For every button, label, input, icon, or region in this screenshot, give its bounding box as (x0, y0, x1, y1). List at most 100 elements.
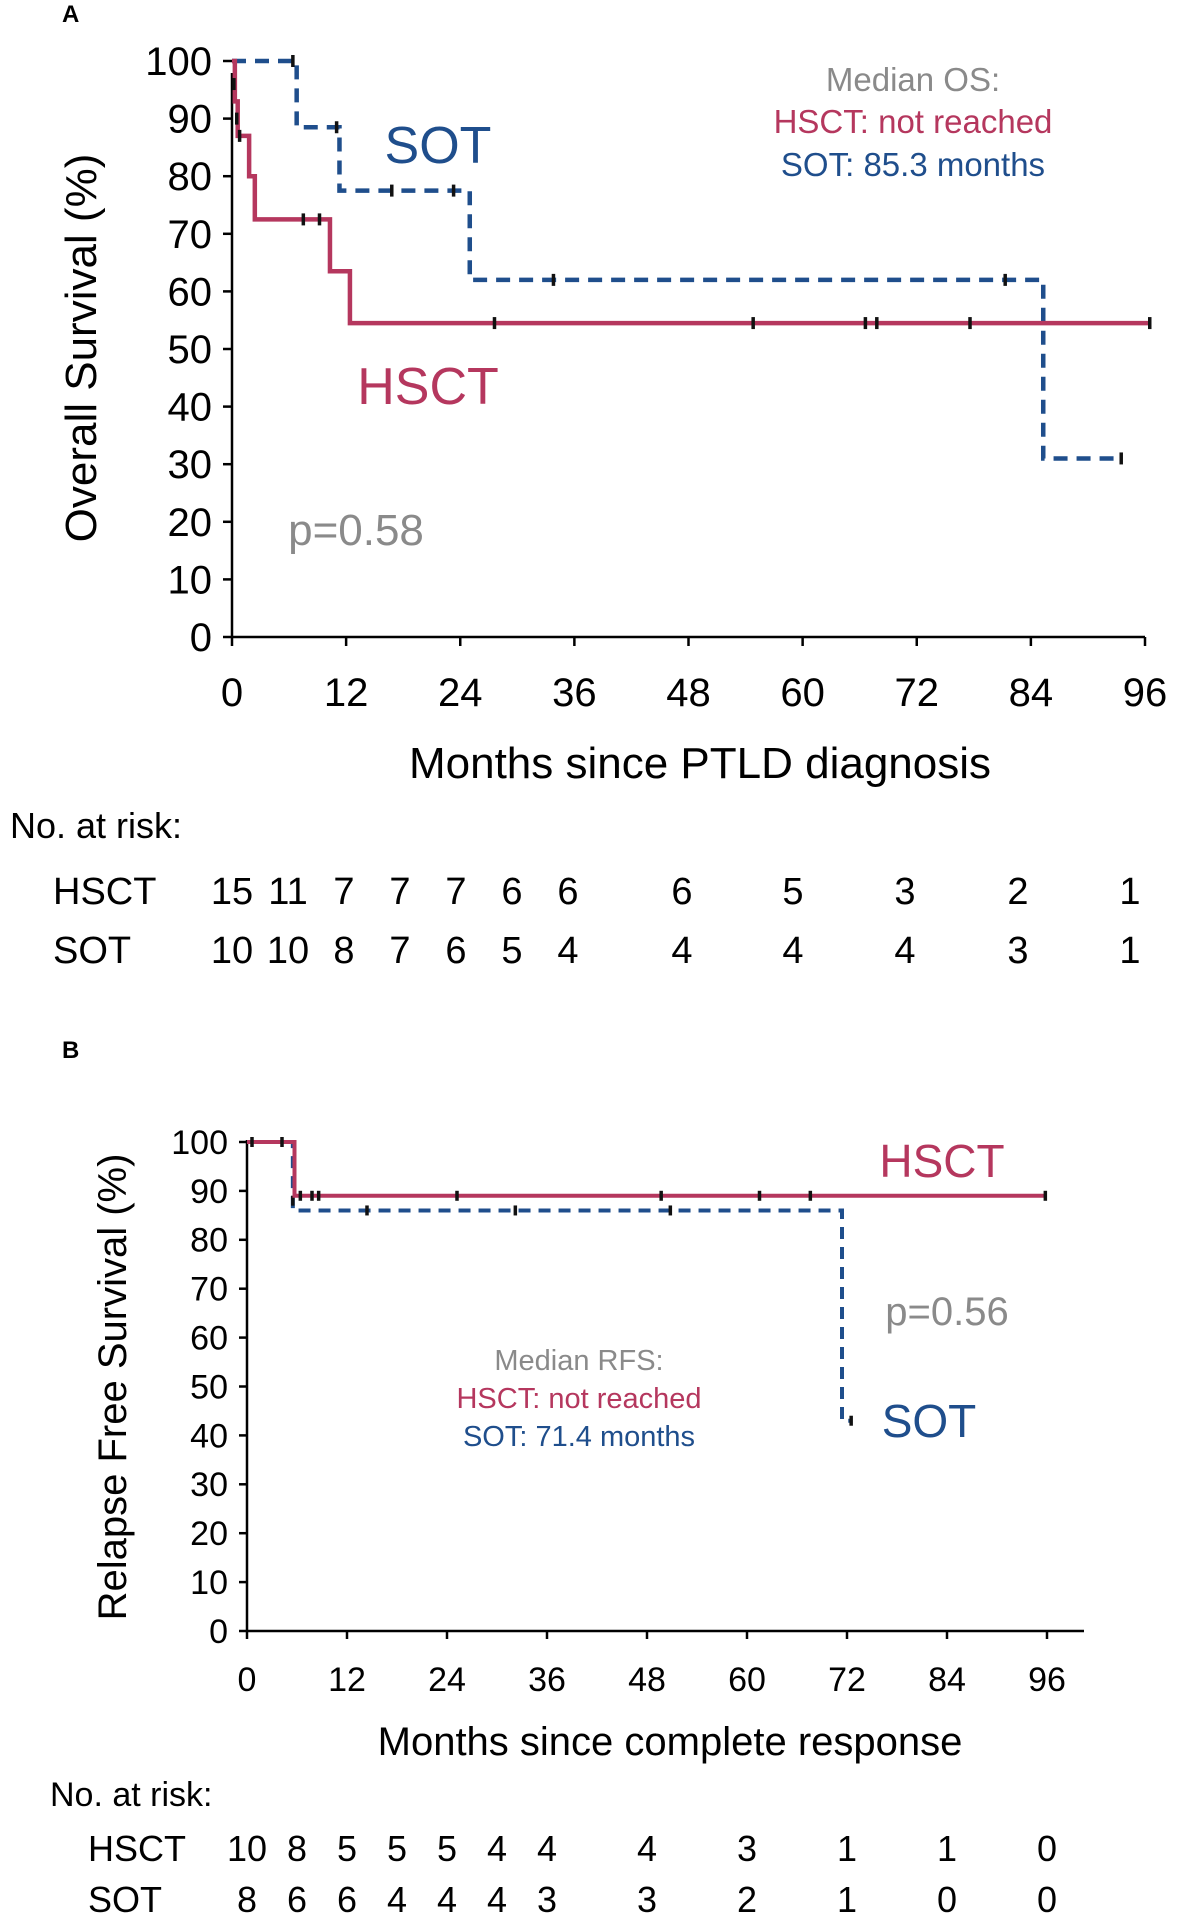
panel-a-median-sot: SOT: 85.3 months (781, 146, 1045, 183)
risk-cell-sot: 10 (211, 930, 253, 972)
x-tick-label: 96 (1028, 1661, 1066, 1699)
risk-cell-hsct: 5 (437, 1828, 457, 1869)
risk-cell-hsct: 4 (487, 1828, 507, 1869)
panel-b-y-axis: 0 10 20 30 40 50 60 70 80 90 100 (171, 1124, 249, 1651)
risk-cell-sot: 3 (637, 1879, 657, 1919)
sot-survival-curve (247, 1140, 852, 1423)
panel-a-sot-curve-label: SOT (385, 117, 492, 175)
panel-a-y-axis-title: Overall Survival (%) (57, 154, 106, 543)
panel-a-curves (232, 55, 1152, 465)
panel-b-median-sot: SOT: 71.4 months (463, 1421, 695, 1453)
y-tick-label: 90 (168, 98, 213, 142)
panel-a-risk-label-hsct: HSCT (53, 871, 156, 913)
y-tick-label: 30 (168, 443, 213, 487)
risk-cell-sot: 6 (337, 1879, 357, 1919)
risk-cell-hsct: 4 (537, 1828, 557, 1869)
panel-b-p-value: p=0.56 (885, 1290, 1008, 1334)
risk-cell-hsct: 7 (389, 871, 410, 913)
x-tick-label: 24 (438, 671, 483, 715)
hsct-survival-curve (232, 58, 1150, 326)
x-tick-label: 12 (328, 1661, 366, 1699)
panel-b-x-axis: 0 12 24 36 48 60 72 84 96 (238, 1629, 1084, 1699)
risk-cell-hsct: 1 (937, 1828, 957, 1869)
panel-b-risk-label-hsct: HSCT (88, 1828, 186, 1869)
x-tick-label: 60 (780, 671, 825, 715)
y-tick-label: 20 (190, 1515, 228, 1553)
y-tick-label: 0 (209, 1613, 228, 1651)
x-tick-label: 84 (1009, 671, 1054, 715)
x-tick-label: 72 (828, 1661, 866, 1699)
y-tick-label: 60 (168, 270, 213, 314)
panel-a-risk-title: No. at risk: (10, 805, 182, 846)
panel-a-p-value: p=0.58 (288, 506, 424, 555)
panel-a-median-title: Median OS: (826, 61, 1000, 98)
panel-b-label: B (62, 1037, 79, 1064)
y-tick-label: 70 (168, 213, 213, 257)
panel-b-x-axis-title: Months since complete response (378, 1720, 963, 1764)
risk-cell-sot: 4 (671, 930, 692, 972)
risk-cell-sot: 8 (237, 1879, 257, 1919)
y-tick-label: 20 (168, 501, 213, 545)
x-tick-label: 36 (528, 1661, 566, 1699)
panel-b-median-hsct: HSCT: not reached (456, 1383, 701, 1415)
risk-cell-hsct: 5 (337, 1828, 357, 1869)
y-tick-label: 10 (190, 1564, 228, 1602)
y-tick-label: 80 (190, 1222, 228, 1260)
panel-b-y-axis-title: Relapse Free Survival (%) (91, 1154, 135, 1621)
risk-cell-sot: 4 (387, 1879, 407, 1919)
risk-cell-hsct: 2 (1007, 871, 1028, 913)
y-tick-label: 30 (190, 1466, 228, 1504)
risk-cell-hsct: 3 (737, 1828, 757, 1869)
panel-b-curves (247, 1137, 1048, 1426)
y-tick-label: 0 (190, 616, 212, 660)
panel-a-label: A (62, 1, 79, 28)
risk-cell-hsct: 7 (445, 871, 466, 913)
y-tick-label: 100 (171, 1124, 228, 1162)
x-tick-label: 96 (1123, 671, 1168, 715)
risk-cell-hsct: 6 (501, 871, 522, 913)
risk-cell-sot: 8 (333, 930, 354, 972)
panel-b-risk-title: No. at risk: (50, 1776, 212, 1814)
panel-a-hsct-curve-label: HSCT (357, 358, 499, 416)
panel-b-risk-label-sot: SOT (88, 1879, 162, 1919)
y-tick-label: 60 (190, 1320, 228, 1358)
y-tick-label: 40 (168, 386, 213, 430)
risk-cell-sot: 7 (389, 930, 410, 972)
risk-cell-sot: 6 (287, 1879, 307, 1919)
panel-b-median-title: Median RFS: (494, 1345, 663, 1377)
panel-a-y-axis: 0 10 20 30 40 50 60 70 80 90 100 (145, 40, 234, 660)
risk-cell-hsct: 1 (837, 1828, 857, 1869)
hsct-survival-curve (247, 1140, 1046, 1198)
panel-b-hsct-curve-label: HSCT (879, 1135, 1004, 1187)
risk-cell-sot: 0 (1037, 1879, 1057, 1919)
x-tick-label: 72 (895, 671, 940, 715)
panel-a-risk-table: No. at risk: HSCT SOT 15 11 7 7 7 6 6 6 5 3 2 110 10… (10, 805, 1141, 972)
risk-cell-hsct: 10 (227, 1828, 267, 1869)
risk-cell-sot: 5 (501, 930, 522, 972)
y-tick-label: 10 (168, 558, 213, 602)
y-tick-label: 100 (145, 40, 212, 84)
y-tick-label: 40 (190, 1417, 228, 1455)
x-tick-label: 0 (238, 1661, 257, 1699)
risk-cell-hsct: 15 (211, 871, 253, 913)
risk-cell-sot: 10 (267, 930, 309, 972)
y-tick-label: 50 (168, 328, 213, 372)
x-tick-label: 48 (666, 671, 711, 715)
y-tick-label: 90 (190, 1173, 228, 1211)
panel-a-median-hsct: HSCT: not reached (774, 103, 1053, 140)
risk-cell-sot: 4 (894, 930, 915, 972)
risk-cell-sot: 4 (782, 930, 803, 972)
risk-cell-sot: 4 (487, 1879, 507, 1919)
risk-cell-hsct: 6 (557, 871, 578, 913)
risk-cell-hsct: 6 (671, 871, 692, 913)
risk-cell-hsct: 4 (637, 1828, 657, 1869)
risk-cell-hsct: 7 (333, 871, 354, 913)
x-tick-label: 24 (428, 1661, 466, 1699)
risk-cell-sot: 2 (737, 1879, 757, 1919)
panel-b-risk-table: No. at risk: HSCT SOT 10 8 5 5 5 4 4 4 3 1 1 08 6 6 4 4… (50, 1776, 1057, 1919)
risk-cell-sot: 4 (437, 1879, 457, 1919)
risk-cell-sot: 1 (1119, 930, 1140, 972)
x-tick-label: 84 (928, 1661, 966, 1699)
